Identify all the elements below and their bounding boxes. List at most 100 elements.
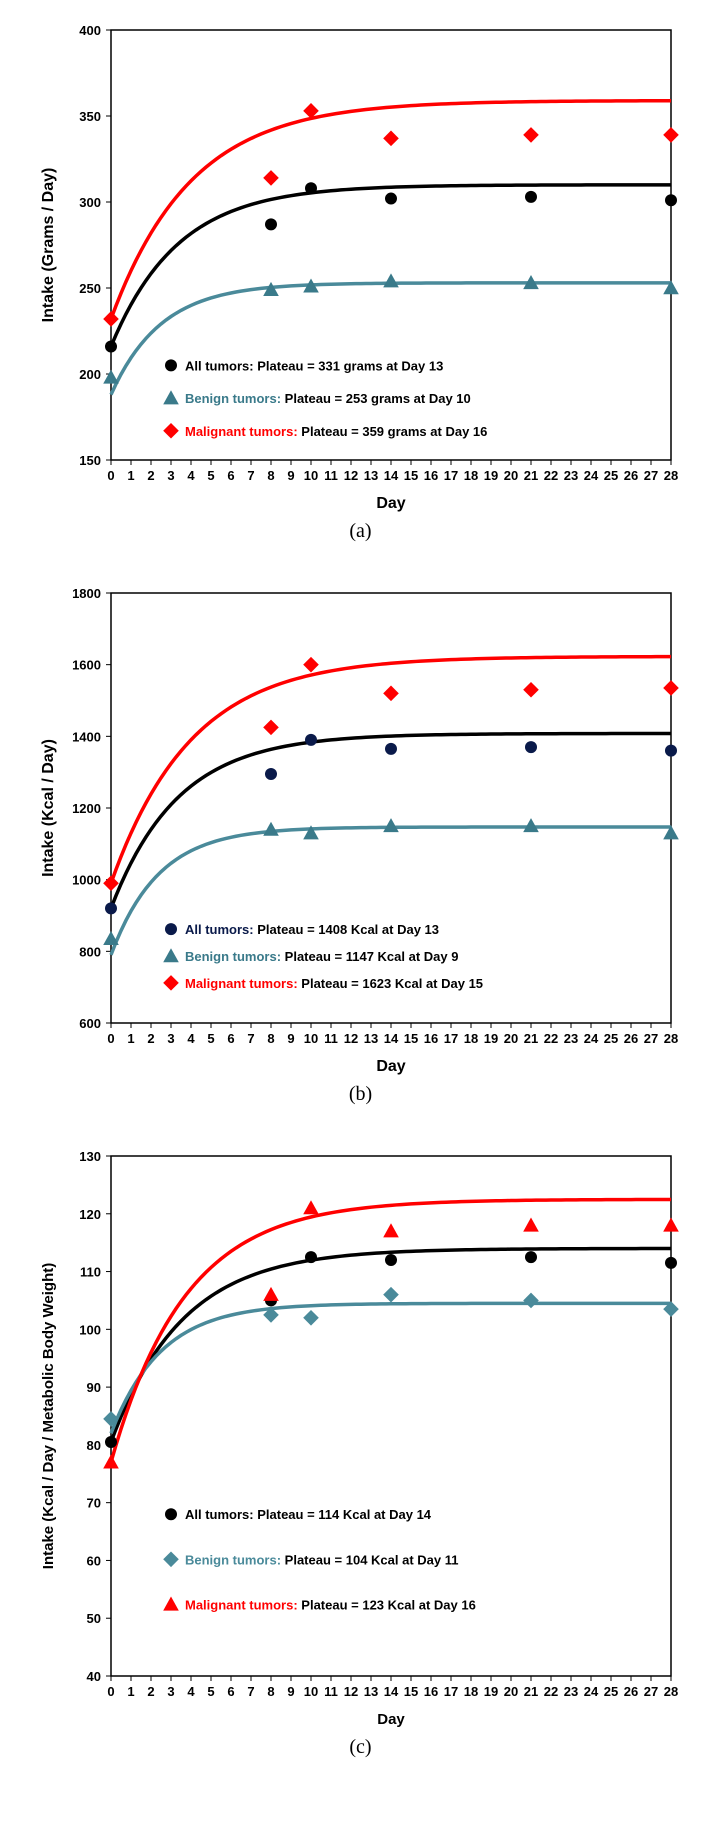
x-tick-label: 24 [583, 468, 598, 483]
x-tick-label: 27 [643, 1031, 657, 1046]
x-tick-label: 0 [107, 1031, 114, 1046]
x-tick-label: 23 [563, 1031, 577, 1046]
x-tick-label: 1 [127, 468, 134, 483]
x-tick-label: 20 [503, 1684, 517, 1699]
x-tick-label: 5 [207, 468, 214, 483]
chart-b-container: 6008001000120014001600180001234567891011… [10, 573, 711, 1106]
y-axis-label: Intake (Grams / Day) [40, 168, 57, 323]
all-tumors-point [305, 1251, 317, 1263]
x-tick-label: 3 [167, 468, 174, 483]
x-tick-label: 5 [207, 1031, 214, 1046]
x-tick-label: 10 [303, 468, 317, 483]
x-tick-label: 26 [623, 1684, 637, 1699]
x-tick-label: 4 [187, 1031, 195, 1046]
all-tumors-legend-label: All tumors: Plateau = 114 Kcal at Day 14 [185, 1507, 432, 1522]
x-tick-label: 22 [543, 1031, 557, 1046]
x-tick-label: 10 [303, 1684, 317, 1699]
x-tick-label: 21 [523, 468, 537, 483]
y-tick-label: 200 [79, 367, 101, 382]
x-tick-label: 27 [643, 468, 657, 483]
x-tick-label: 28 [663, 1031, 677, 1046]
malignant-tumors-legend-label: Malignant tumors: Plateau = 1623 Kcal at… [185, 976, 483, 991]
malignant-tumors-legend-label: Malignant tumors: Plateau = 359 grams at… [185, 424, 487, 439]
x-tick-label: 18 [463, 1031, 477, 1046]
x-tick-label: 28 [663, 468, 677, 483]
x-tick-label: 16 [423, 468, 437, 483]
all-tumors-point [385, 1254, 397, 1266]
x-tick-label: 15 [403, 1684, 417, 1699]
x-tick-label: 24 [583, 1684, 598, 1699]
chart-a-container: 1502002503003504000123456789101112131415… [10, 10, 711, 543]
y-tick-label: 1000 [72, 873, 101, 888]
x-tick-label: 6 [227, 1031, 234, 1046]
y-tick-label: 60 [86, 1553, 100, 1568]
y-axis-label: Intake (Kcal / Day) [40, 739, 57, 877]
x-tick-label: 11 [324, 1031, 338, 1046]
x-tick-label: 19 [483, 468, 497, 483]
y-tick-label: 1600 [72, 658, 101, 673]
y-tick-label: 110 [80, 1265, 101, 1280]
x-tick-label: 25 [603, 1684, 617, 1699]
y-tick-label: 600 [79, 1016, 101, 1031]
all-tumors-point [665, 745, 677, 757]
x-tick-label: 0 [107, 1684, 114, 1699]
y-axis-label: Intake (Kcal / Day / Metabolic Body Weig… [40, 1263, 57, 1569]
x-tick-label: 7 [247, 1031, 254, 1046]
x-tick-label: 28 [663, 1684, 677, 1699]
chart-a-panel-label: (a) [10, 520, 711, 543]
x-tick-label: 12 [343, 1031, 357, 1046]
all-tumors-point [305, 734, 317, 746]
x-tick-label: 13 [363, 468, 377, 483]
x-tick-label: 18 [463, 1684, 477, 1699]
all-tumors-point [265, 218, 277, 230]
x-tick-label: 3 [167, 1031, 174, 1046]
chart-c: 4050607080901001101201300123456789101112… [31, 1136, 691, 1736]
all-tumors-point [665, 1257, 677, 1269]
benign-tumors-legend-label: Benign tumors: Plateau = 1147 Kcal at Da… [185, 949, 458, 964]
x-tick-label: 17 [443, 1031, 457, 1046]
x-tick-label: 8 [267, 1684, 274, 1699]
y-tick-label: 400 [79, 23, 101, 38]
all-tumors-point [265, 768, 277, 780]
all-tumors-legend-label: All tumors: Plateau = 1408 Kcal at Day 1… [185, 922, 439, 937]
all-tumors-point [525, 741, 537, 753]
x-tick-label: 5 [207, 1684, 214, 1699]
x-tick-label: 4 [187, 1684, 195, 1699]
x-tick-label: 21 [523, 1031, 537, 1046]
x-tick-label: 4 [187, 468, 195, 483]
all-tumors-point [525, 191, 537, 203]
y-tick-label: 250 [79, 281, 101, 296]
x-tick-label: 9 [287, 1031, 294, 1046]
y-tick-label: 300 [79, 195, 101, 210]
x-tick-label: 6 [227, 1684, 234, 1699]
y-tick-label: 150 [79, 453, 101, 468]
x-axis-label: Day [376, 495, 405, 512]
chart-a: 1502002503003504000123456789101112131415… [31, 10, 691, 520]
x-tick-label: 3 [167, 1684, 174, 1699]
x-tick-label: 25 [603, 468, 617, 483]
x-tick-label: 24 [583, 1031, 598, 1046]
x-tick-label: 27 [643, 1684, 657, 1699]
all-tumors-point [665, 194, 677, 206]
x-tick-label: 14 [383, 468, 398, 483]
x-tick-label: 10 [303, 1031, 317, 1046]
y-tick-label: 90 [86, 1380, 100, 1395]
all-tumors-legend-marker [165, 1508, 177, 1520]
all-tumors-point [105, 902, 117, 914]
y-tick-label: 1400 [72, 729, 101, 744]
x-tick-label: 23 [563, 1684, 577, 1699]
x-tick-label: 1 [127, 1684, 134, 1699]
x-tick-label: 16 [423, 1684, 437, 1699]
x-tick-label: 20 [503, 1031, 517, 1046]
x-tick-label: 14 [383, 1684, 398, 1699]
x-tick-label: 23 [563, 468, 577, 483]
x-tick-label: 2 [147, 468, 154, 483]
x-axis-label: Day [377, 1711, 405, 1728]
chart-b-panel-label: (b) [10, 1083, 711, 1106]
x-tick-label: 14 [383, 1031, 398, 1046]
x-tick-label: 16 [423, 1031, 437, 1046]
y-tick-label: 1200 [72, 801, 101, 816]
all-tumors-point [385, 743, 397, 755]
chart-c-container: 4050607080901001101201300123456789101112… [10, 1136, 711, 1759]
y-tick-label: 50 [86, 1611, 100, 1626]
